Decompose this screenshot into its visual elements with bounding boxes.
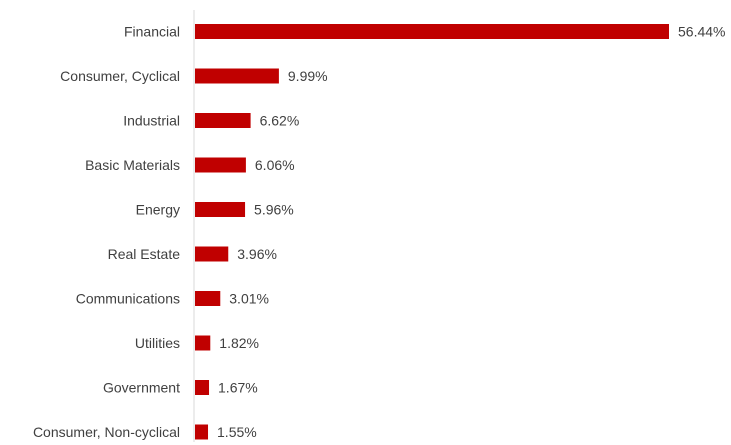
bar-2 <box>195 113 251 128</box>
value-labels-layer: 56.44% 9.99% 6.62% 6.06% 5.96% 3.96% 3.01% 1.82… <box>217 24 725 441</box>
bar-1 <box>195 68 279 84</box>
value-label-6: 3.01% <box>229 291 269 307</box>
category-label-9: Consumer, Non-cyclical <box>33 424 180 440</box>
category-label-8: Government <box>103 380 180 396</box>
value-label-4: 5.96% <box>254 202 294 218</box>
bar-7 <box>195 335 211 351</box>
bar-9 <box>195 424 209 440</box>
category-label-0: Financial <box>124 24 180 40</box>
value-label-9: 1.55% <box>217 424 257 440</box>
category-labels-layer: Financial Consumer, Cyclical Industrial Bas… <box>33 24 180 441</box>
category-label-5: Real Estate <box>108 246 181 262</box>
bar-6 <box>195 291 221 306</box>
value-label-7: 1.82% <box>219 335 259 351</box>
category-label-6: Communications <box>76 291 180 307</box>
value-label-0: 56.44% <box>678 24 725 40</box>
bar-0 <box>195 24 669 39</box>
bar-8 <box>195 380 210 395</box>
category-label-1: Consumer, Cyclical <box>60 68 180 84</box>
category-label-7: Utilities <box>135 335 180 351</box>
value-label-1: 9.99% <box>288 68 328 84</box>
bar-3 <box>195 157 246 173</box>
category-label-4: Energy <box>136 202 180 218</box>
value-label-3: 6.06% <box>255 157 295 173</box>
bar-5 <box>195 246 229 262</box>
bar-4 <box>195 202 246 217</box>
value-label-5: 3.96% <box>237 246 277 262</box>
category-label-2: Industrial <box>123 113 180 129</box>
value-label-2: 6.62% <box>260 113 300 129</box>
value-label-8: 1.67% <box>218 380 258 396</box>
category-label-3: Basic Materials <box>85 157 180 173</box>
bars-layer <box>195 24 669 440</box>
